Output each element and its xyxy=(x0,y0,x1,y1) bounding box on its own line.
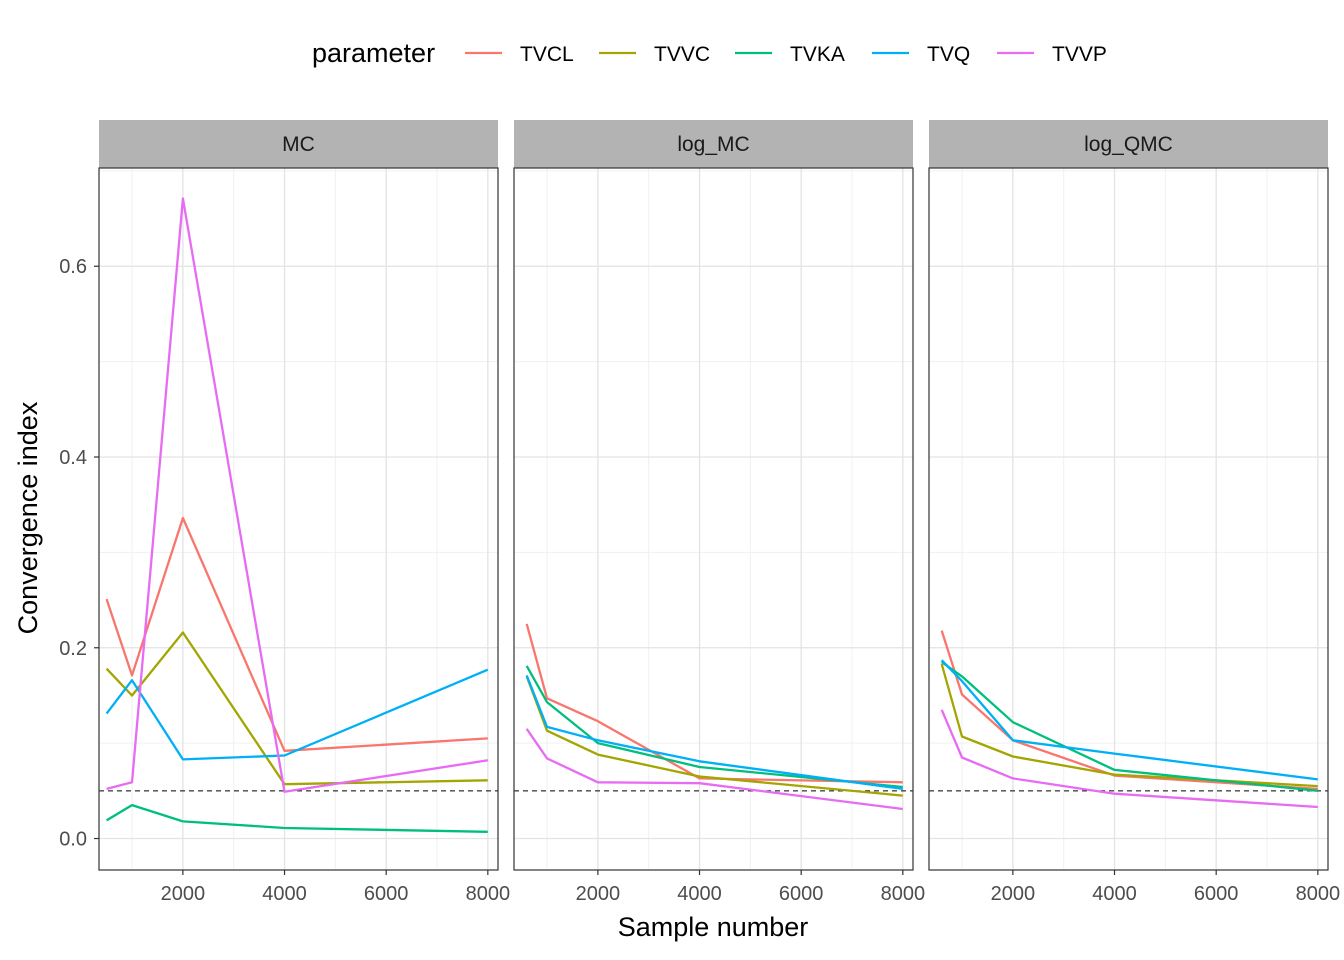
x-axis: 2000 4000 6000 8000 xyxy=(576,870,925,905)
series-line-tvvc xyxy=(105,631,488,786)
facet-strip xyxy=(99,120,498,168)
x-tick-label: 6000 xyxy=(779,883,824,905)
facet-panel-mc: MC 2000 4000 6000 8000 0.0 0.2 0.4 0.6 xyxy=(59,120,510,905)
x-axis: 2000 4000 6000 8000 xyxy=(991,870,1340,905)
x-tick-label: 2000 xyxy=(576,883,621,905)
facet-strip-label: log_QMC xyxy=(1084,133,1173,156)
legend-item-tvcl: TVCL xyxy=(465,43,574,66)
legend-item-tvka: TVKA xyxy=(735,43,845,66)
x-tick-label: 2000 xyxy=(161,883,206,905)
legend-label-tvcl: TVCL xyxy=(520,43,574,66)
panel-border xyxy=(513,167,914,871)
y-tick-label: 0.0 xyxy=(59,829,87,851)
facet-strip-label: log_MC xyxy=(677,133,749,156)
facet-strip xyxy=(929,120,1328,168)
panel-border xyxy=(98,167,499,871)
legend-title: parameter xyxy=(312,38,435,68)
series-line-tvka xyxy=(525,665,903,789)
series-line-tvq xyxy=(525,674,903,791)
x-tick-label: 4000 xyxy=(1092,883,1137,905)
y-tick-label: 0.4 xyxy=(59,447,87,469)
legend-label-tvka: TVKA xyxy=(790,43,845,66)
series-line-tvq xyxy=(105,668,489,761)
series-line-tvvp xyxy=(525,728,903,811)
x-tick-label: 2000 xyxy=(991,883,1036,905)
x-tick-label: 8000 xyxy=(1296,883,1341,905)
series-line-tvvp xyxy=(940,709,1318,809)
series-line-tvvc xyxy=(940,663,1318,788)
y-tick-label: 0.6 xyxy=(59,256,87,278)
facet-strip xyxy=(514,120,913,168)
legend-label-tvvp: TVVP xyxy=(1052,43,1107,66)
series-line-tvvp xyxy=(106,197,488,793)
series-line-tvka xyxy=(941,661,1318,792)
facet-strip-label: MC xyxy=(282,133,315,156)
y-tick-label: 0.2 xyxy=(59,638,87,660)
x-axis: 2000 4000 6000 8000 xyxy=(161,870,510,905)
facet-panel-log-mc: log_MC 2000 4000 6000 8000 xyxy=(513,120,925,905)
series-line-tvcl xyxy=(105,516,488,752)
panel-border xyxy=(928,167,1329,871)
series-group xyxy=(525,623,903,811)
legend: parameter TVCL TVVC TVKA TVQ TVVP xyxy=(312,38,1107,68)
y-axis: 0.0 0.2 0.4 0.6 xyxy=(59,256,99,851)
legend-item-tvvp: TVVP xyxy=(997,43,1107,66)
series-group xyxy=(940,630,1318,809)
legend-item-tvvc: TVVC xyxy=(599,43,710,66)
facet-panels: MC 2000 4000 6000 8000 0.0 0.2 0.4 0.6 log_MC 2000… xyxy=(59,120,1340,905)
x-tick-label: 4000 xyxy=(262,883,307,905)
x-tick-label: 8000 xyxy=(466,883,511,905)
y-axis-title: Convergence index xyxy=(13,401,43,634)
x-tick-label: 6000 xyxy=(1194,883,1239,905)
series-line-tvka xyxy=(106,803,488,833)
grid xyxy=(514,168,913,870)
x-tick-label: 6000 xyxy=(364,883,409,905)
legend-label-tvq: TVQ xyxy=(927,43,970,66)
x-tick-label: 8000 xyxy=(881,883,926,905)
facet-panel-log-qmc: log_QMC 2000 4000 6000 8000 xyxy=(928,120,1340,905)
legend-item-tvq: TVQ xyxy=(872,43,970,66)
x-axis-title: Sample number xyxy=(618,912,809,942)
series-group xyxy=(105,197,489,833)
series-line-tvq xyxy=(940,659,1318,781)
legend-label-tvvc: TVVC xyxy=(654,43,710,66)
x-tick-label: 4000 xyxy=(677,883,722,905)
series-line-tvcl xyxy=(525,623,903,784)
